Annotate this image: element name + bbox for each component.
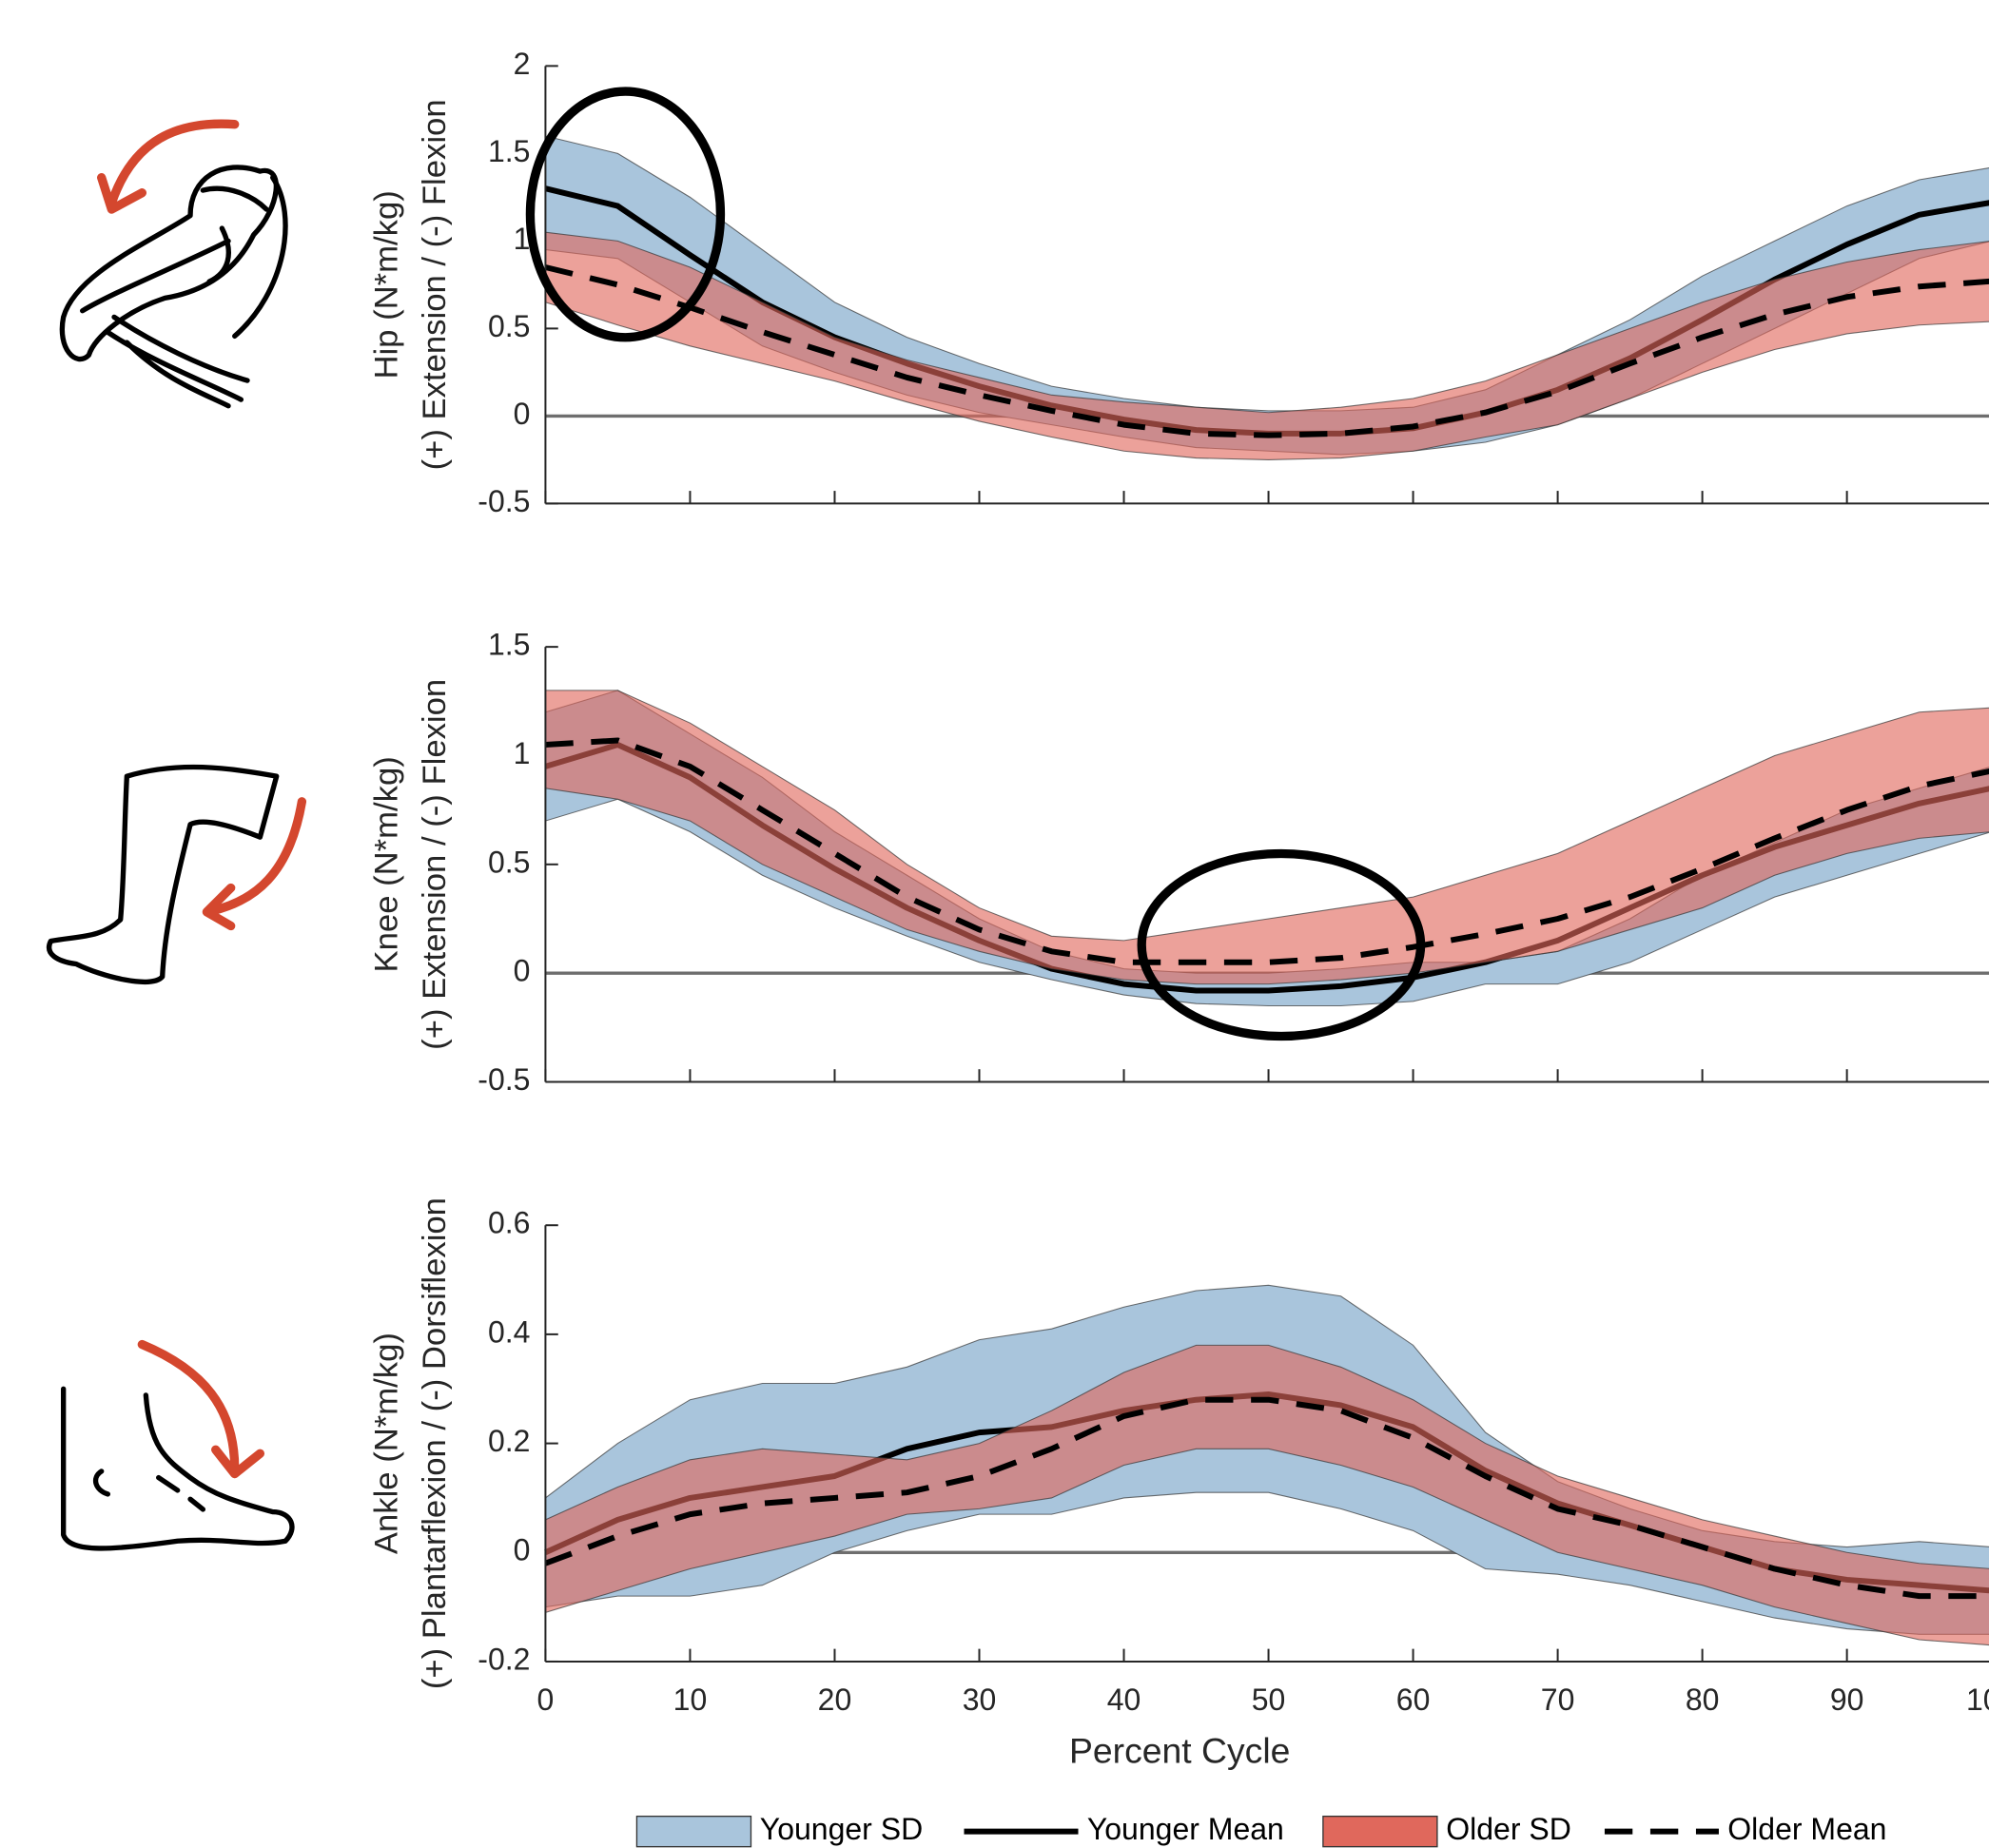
y-tick-label: -0.2	[478, 1642, 530, 1676]
x-tick-label: 60	[1396, 1683, 1431, 1717]
y-axis-label: (+) Plantarflexion / (-) Dorsiflexion	[417, 1197, 453, 1689]
legend-label: Older SD	[1446, 1812, 1571, 1846]
legend-label: Younger SD	[760, 1812, 923, 1846]
x-axis-label: Percent Cycle	[1069, 1731, 1290, 1771]
y-tick-label: 0	[514, 1533, 531, 1567]
y-tick-label: 1	[514, 736, 531, 770]
y-tick-label: 0	[514, 397, 531, 431]
legend-label: Younger Mean	[1087, 1812, 1284, 1846]
y-tick-label: 1.5	[488, 628, 530, 662]
x-tick-label: 0	[537, 1683, 555, 1717]
y-tick-label: 0	[514, 954, 531, 988]
x-tick-label: 20	[818, 1683, 852, 1717]
y-tick-label: -0.5	[478, 1062, 530, 1097]
y-axis-label: (+) Extension / (-) Flexion	[417, 99, 453, 470]
ankle-icon	[61, 1339, 295, 1551]
x-tick-label: 50	[1252, 1683, 1286, 1717]
y-axis-label: (+) Extension / (-) Flexion	[417, 679, 453, 1050]
y-tick-label: 0.5	[488, 309, 530, 343]
legend: Younger SD Younger Mean Older SD Older Mean	[635, 1812, 1886, 1848]
y-axis-label: Knee (N*m/kg)	[368, 756, 404, 972]
y-tick-label: 2	[514, 47, 531, 81]
older-mean-line	[544, 1396, 1989, 1600]
y-tick-label: 0.5	[488, 845, 530, 879]
x-tick-label: 30	[963, 1683, 997, 1717]
y-axis-label: Hip (N*m/kg)	[368, 190, 404, 379]
x-tick-label: 10	[673, 1683, 708, 1717]
y-tick-label: 0.4	[488, 1314, 530, 1349]
older-mean-line	[544, 264, 1989, 438]
y-axis-label: Ankle (N*m/kg)	[368, 1333, 404, 1554]
y-tick-label: 1	[514, 222, 531, 256]
x-tick-label: 100	[1966, 1683, 1989, 1717]
hip-icon	[59, 119, 288, 409]
knee-icon	[47, 764, 307, 985]
y-tick-label: 0.6	[488, 1206, 530, 1240]
legend-swatch	[635, 1815, 752, 1848]
x-tick-label: 80	[1686, 1683, 1720, 1717]
highlight-ellipse	[1137, 848, 1426, 1041]
x-tick-label: 40	[1107, 1683, 1141, 1717]
sd-band	[544, 690, 1989, 985]
legend-label: Older Mean	[1727, 1812, 1886, 1846]
legend-swatch	[1322, 1815, 1438, 1848]
x-tick-label: 90	[1830, 1683, 1864, 1717]
y-tick-label: -0.5	[478, 484, 530, 518]
x-tick-label: 70	[1541, 1683, 1575, 1717]
y-tick-label: 1.5	[488, 134, 530, 168]
highlight-ellipse	[525, 87, 726, 342]
sd-band	[544, 231, 1989, 460]
y-tick-label: 0.2	[488, 1424, 530, 1458]
